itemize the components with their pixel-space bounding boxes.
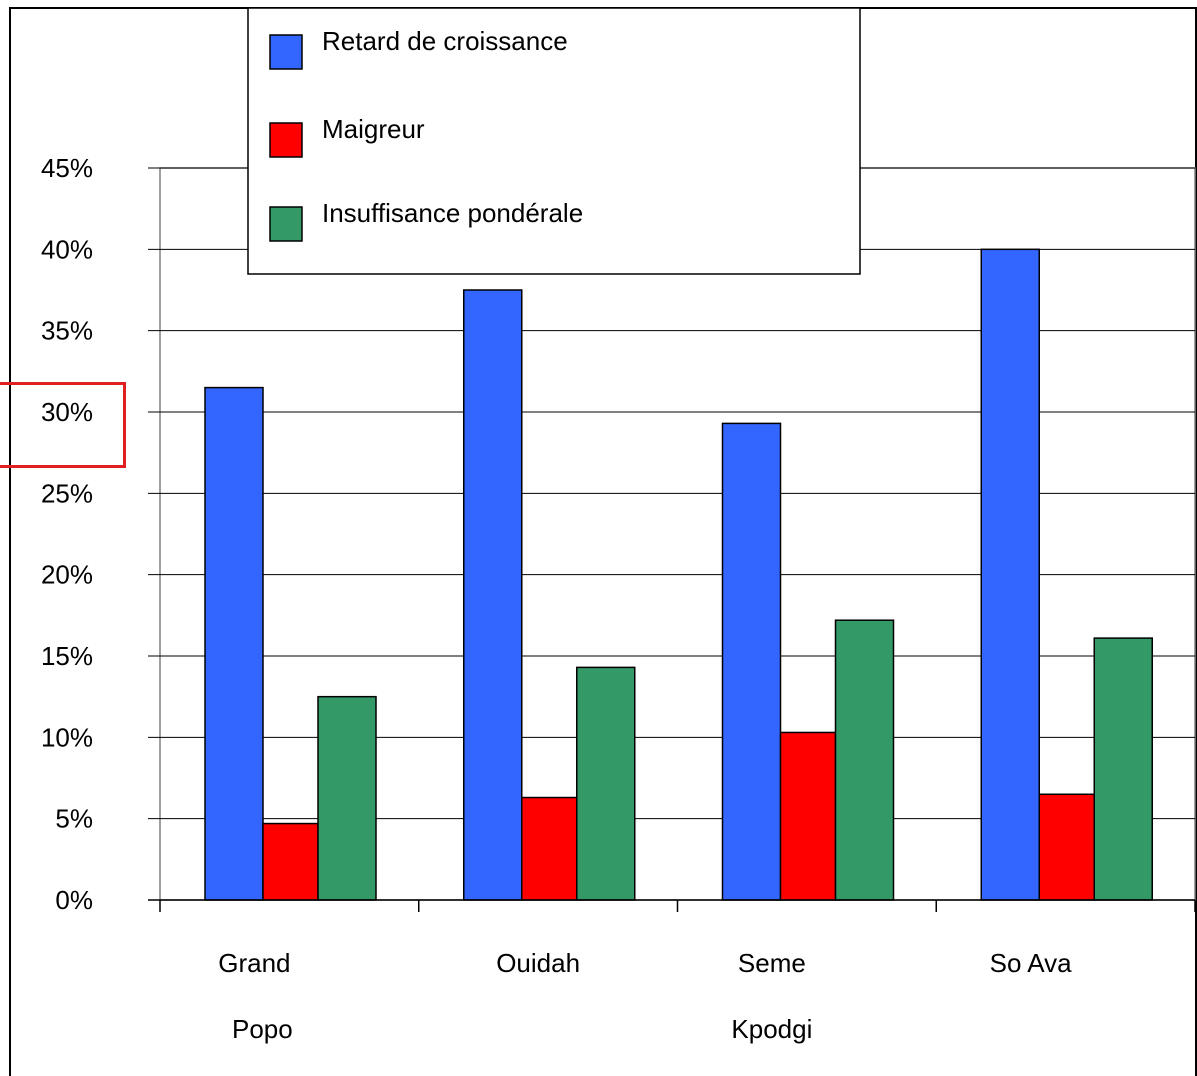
- y-axis-tick-labels: 0% 5% 10% 15% 20% 25% 30% 35% 40% 45%: [41, 153, 93, 915]
- axes: [148, 899, 1196, 912]
- x-axis-category-labels: Grand Popo Ouidah Seme Kpodgi So Ava: [218, 948, 1072, 1044]
- bar-2-1: [576, 666, 636, 901]
- x-category-label-line2: Popo: [232, 1014, 293, 1044]
- bar-0-2: [721, 422, 782, 901]
- y-tick-label: 20%: [41, 560, 93, 590]
- bar-0-1: [463, 289, 523, 901]
- bar-1-2: [779, 731, 837, 901]
- highlight-box-30-percent: [0, 382, 126, 468]
- bar-1-3: [1038, 793, 1095, 901]
- y-tick-label: 35%: [41, 316, 93, 346]
- legend-entry-label: Maigreur: [322, 114, 425, 144]
- bar-1-0: [262, 822, 319, 901]
- x-category-label-line2: Kpodgi: [731, 1014, 812, 1044]
- legend-swatch-0: [269, 34, 303, 70]
- y-tick-label: 5%: [55, 804, 93, 834]
- x-category-label-line1: So Ava: [990, 948, 1072, 978]
- bar-1-1: [521, 796, 578, 901]
- legend: Retard de croissance Maigreur Insuffisance…: [247, 7, 861, 275]
- legend-box: [247, 7, 861, 275]
- y-tick-label: 30%: [41, 397, 93, 427]
- y-tick-label: 0%: [55, 885, 93, 915]
- x-category-label-line1: Seme: [738, 948, 806, 978]
- bars: [204, 248, 1153, 901]
- bar-2-2: [834, 619, 895, 901]
- bar-0-3: [980, 248, 1040, 901]
- bar-0-0: [204, 386, 264, 901]
- legend-swatch-2: [269, 206, 303, 242]
- legend-entry-label: Retard de croissance: [322, 26, 568, 56]
- bar-2-3: [1093, 637, 1153, 901]
- legend-swatch-1: [269, 122, 303, 158]
- y-tick-label: 25%: [41, 478, 93, 508]
- x-category-label-line1: Ouidah: [496, 948, 580, 978]
- y-tick-label: 45%: [41, 153, 93, 183]
- y-tick-label: 15%: [41, 641, 93, 671]
- bar-2-0: [317, 695, 377, 901]
- y-tick-label: 40%: [41, 234, 93, 264]
- y-tick-label: 10%: [41, 722, 93, 752]
- legend-entry-label: Insuffisance pondérale: [322, 198, 583, 228]
- x-category-label-line1: Grand: [218, 948, 290, 978]
